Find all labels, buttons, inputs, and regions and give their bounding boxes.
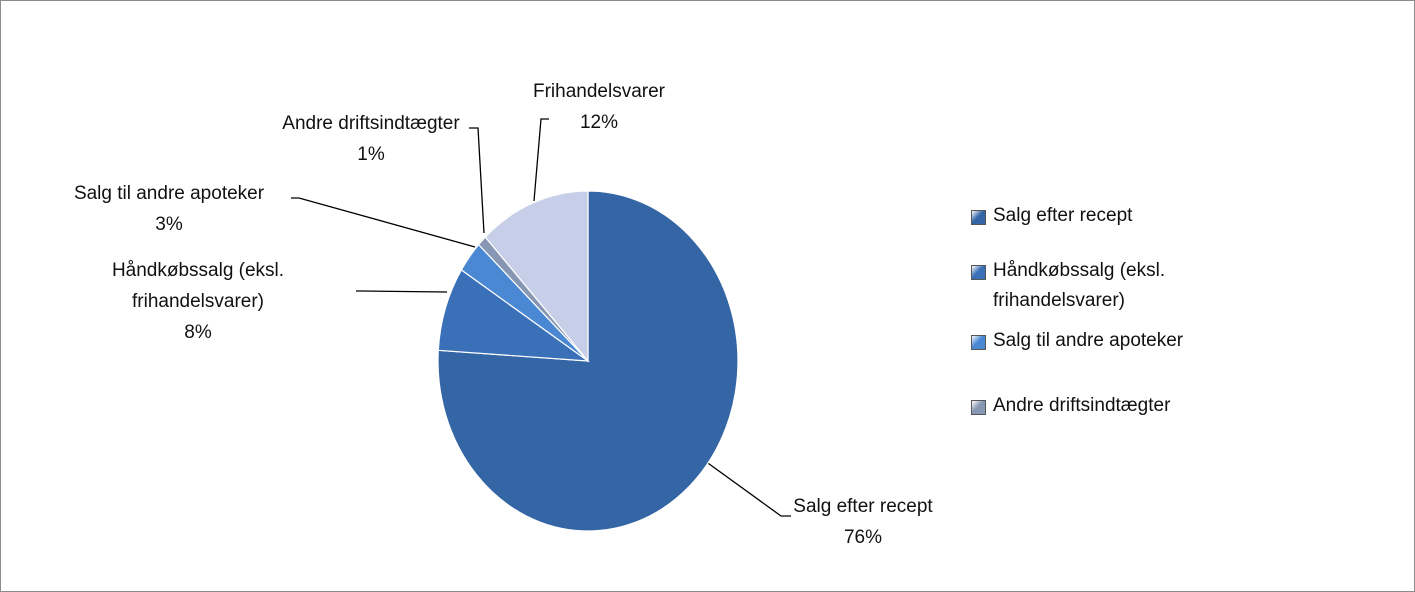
pie-slice — [437, 190, 739, 532]
leader-line — [356, 290, 448, 293]
data-label: Salg efter recept 76% — [763, 491, 963, 553]
data-label: Salg til andre apoteker 3% — [39, 178, 299, 240]
data-label-name: Andre driftsindtægter — [282, 113, 460, 134]
pie-slice — [484, 190, 589, 363]
data-label-name: Frihandelsvarer — [533, 81, 665, 102]
legend-entry: Salg til andre apoteker — [971, 326, 1223, 356]
data-label-value: 3% — [155, 214, 183, 235]
data-label: Frihandelsvarer 12% — [499, 76, 699, 138]
slices — [437, 190, 739, 532]
data-label-value: 8% — [184, 322, 212, 343]
data-label: Andre driftsindtægter 1% — [251, 108, 491, 170]
legend-label: Håndkøbssalg (eksl. frihandelsvarer) — [993, 260, 1166, 311]
legend-label: Andre driftsindtægter — [993, 395, 1171, 416]
legend-marker — [971, 335, 986, 350]
legend-entry: Håndkøbssalg (eksl. frihandelsvarer) — [971, 256, 1223, 316]
data-label-value: 12% — [579, 112, 619, 133]
legend-label: Salg til andre apoteker — [993, 330, 1184, 351]
leader-line — [469, 127, 485, 234]
data-label-value: 76% — [843, 527, 883, 548]
data-label: Håndkøbssalg (eksl. frihandelsvarer) 8% — [78, 255, 318, 348]
legend-marker — [971, 400, 986, 415]
leader-line — [291, 197, 476, 248]
data-label-name: Håndkøbssalg (eksl. frihandelsvarer) — [111, 260, 285, 312]
legend-entry: Andre driftsindtægter — [971, 391, 1223, 421]
legend-entry: Salg efter recept — [971, 201, 1223, 231]
legend-label: Salg efter recept — [993, 205, 1133, 226]
legend-marker — [971, 265, 986, 280]
leader-line — [533, 118, 549, 202]
legend-marker — [971, 210, 986, 225]
leader-line — [693, 452, 791, 517]
data-label-value: 1% — [357, 144, 385, 165]
data-label-name: Salg efter recept — [793, 496, 933, 517]
data-label-name: Salg til andre apoteker — [73, 183, 265, 204]
